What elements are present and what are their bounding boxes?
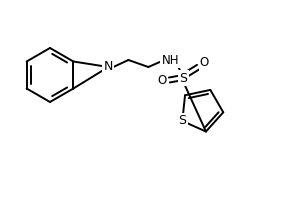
Text: NH: NH: [162, 53, 179, 66]
Text: S: S: [178, 114, 186, 128]
Text: S: S: [179, 72, 188, 84]
Text: O: O: [158, 73, 167, 86]
Text: O: O: [200, 56, 209, 70]
Text: N: N: [104, 60, 113, 73]
